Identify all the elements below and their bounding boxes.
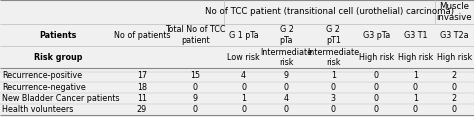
- Text: New Bladder Cancer patients: New Bladder Cancer patients: [2, 94, 119, 103]
- Text: Intermediate
risk: Intermediate risk: [307, 48, 359, 67]
- Text: 17: 17: [137, 71, 147, 80]
- Text: G 1 pTa: G 1 pTa: [228, 31, 258, 40]
- Text: Recurrence-positive: Recurrence-positive: [2, 71, 82, 80]
- Text: 0: 0: [374, 105, 379, 114]
- Text: 4: 4: [284, 94, 289, 103]
- Text: Recurrence-negative: Recurrence-negative: [2, 83, 86, 92]
- Text: 0: 0: [284, 83, 289, 92]
- Text: 1: 1: [413, 94, 418, 103]
- Text: 0: 0: [193, 105, 198, 114]
- Text: 0: 0: [331, 83, 336, 92]
- Text: 2: 2: [452, 94, 457, 103]
- Text: High risk: High risk: [398, 53, 433, 62]
- Text: 2: 2: [452, 71, 457, 80]
- Text: 9: 9: [193, 94, 198, 103]
- Text: 9: 9: [284, 71, 289, 80]
- Text: G3 T2a: G3 T2a: [440, 31, 469, 40]
- Text: 3: 3: [331, 94, 336, 103]
- Text: Health volunteers: Health volunteers: [2, 105, 73, 114]
- Text: 0: 0: [374, 94, 379, 103]
- Text: Muscle
invasive: Muscle invasive: [437, 2, 472, 22]
- Text: 18: 18: [137, 83, 147, 92]
- Text: Patients: Patients: [40, 31, 77, 40]
- Text: 0: 0: [374, 71, 379, 80]
- Text: 0: 0: [452, 105, 457, 114]
- Text: 0: 0: [241, 83, 246, 92]
- Text: G3 T1: G3 T1: [403, 31, 427, 40]
- Text: 1: 1: [331, 71, 336, 80]
- Text: 1: 1: [413, 71, 418, 80]
- Text: Risk group: Risk group: [34, 53, 82, 62]
- Text: Total No of TCC
patient: Total No of TCC patient: [165, 25, 226, 45]
- Text: 0: 0: [331, 105, 336, 114]
- Text: 0: 0: [374, 83, 379, 92]
- Text: 29: 29: [137, 105, 147, 114]
- Text: 1: 1: [241, 94, 246, 103]
- Text: 0: 0: [452, 83, 457, 92]
- Text: 0: 0: [284, 105, 289, 114]
- Text: 0: 0: [413, 105, 418, 114]
- Text: G3 pTa: G3 pTa: [363, 31, 390, 40]
- Text: 4: 4: [241, 71, 246, 80]
- Text: 0: 0: [413, 83, 418, 92]
- Text: Intermediate
risk: Intermediate risk: [260, 48, 312, 67]
- Text: 0: 0: [241, 105, 246, 114]
- Text: High risk: High risk: [437, 53, 472, 62]
- Text: 0: 0: [193, 83, 198, 92]
- Text: G 2
pTa: G 2 pTa: [280, 25, 293, 45]
- Text: G 2
pT1: G 2 pT1: [326, 25, 341, 45]
- Text: No of TCC patient (transitional cell (urothelial) carcinoma): No of TCC patient (transitional cell (ur…: [205, 7, 454, 16]
- Text: 15: 15: [191, 71, 201, 80]
- Text: High risk: High risk: [358, 53, 394, 62]
- Text: No of patients: No of patients: [114, 31, 170, 40]
- Text: Low risk: Low risk: [227, 53, 260, 62]
- Text: 11: 11: [137, 94, 147, 103]
